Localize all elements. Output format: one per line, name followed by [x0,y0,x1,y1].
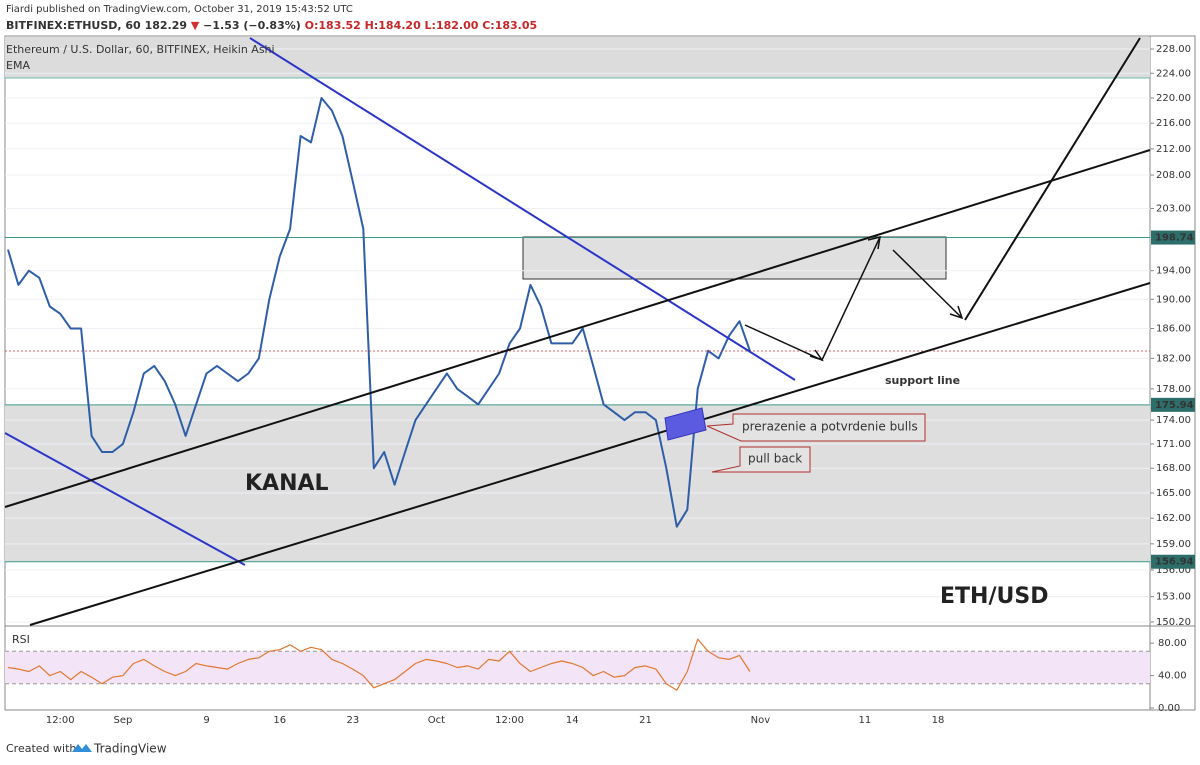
created-with: Created with [6,742,76,755]
x-tick-label: Sep [114,715,133,726]
path-arrow [892,249,963,319]
price-level-label: 156.94 [1155,557,1194,568]
price-level-tag [1151,397,1195,412]
symbol-line: BITFINEX:ETHUSD, 60 182.29 ▼ −1.53 (−0.8… [6,19,537,32]
y-tick-label: 182.00 [1156,353,1191,364]
y-tick-label: 220.00 [1156,93,1191,104]
frame [4,35,1196,711]
y-tick-label: 216.00 [1156,118,1191,129]
blue-trendline [249,37,796,381]
y-tick-label: 208.00 [1156,170,1191,181]
annotations: KANAL ETH/USD support line prerazenie a pot… [245,374,1048,609]
y-tick-label: 224.00 [1156,68,1191,79]
x-tick-label: 9 [203,715,209,726]
breakout-marker [664,407,707,441]
y-tick-label: 153.00 [1156,592,1191,603]
rsi-title: RSI [12,633,30,646]
indicator-label: EMA [6,59,30,72]
resistance-box [522,236,947,280]
x-tick-label: 16 [273,715,286,726]
y-tick-label: 194.00 [1156,266,1191,277]
y-tick-label: 178.00 [1156,384,1191,395]
x-tick-label: 12:00 [46,715,75,726]
callout-box [706,413,926,442]
x-tick-label: 11 [859,715,872,726]
plot [7,97,751,528]
channel-bottom [29,282,1151,626]
price-level-label: 198.74 [1155,233,1194,244]
published-line: Fiardi published on TradingView.com, Oct… [6,4,353,15]
y-tick-label: 156.00 [1156,565,1191,576]
price-level-tag [1151,230,1195,245]
price-level-label: 175.94 [1155,400,1194,411]
support-zone [5,404,1150,562]
last: 182.29 [145,19,187,32]
annotation: prerazenie a potvrdenie bulls [742,420,918,434]
y-tick-label: 80.00 [1158,638,1187,649]
x-tick-label: 14 [566,715,579,726]
x-tick-label: 21 [639,715,652,726]
y-tick-label: 174.00 [1156,415,1191,426]
y-tick-label: 228.00 [1156,44,1191,55]
y-tick-label: 190.00 [1156,294,1191,305]
rsi-line [7,638,751,691]
rsi-band [5,651,1150,684]
y-tick-label: 171.00 [1156,439,1191,450]
y-tick-label: 162.00 [1156,513,1191,524]
blue-trendline-lower [4,432,246,566]
y-tick-label: 40.00 [1158,671,1187,682]
series-title: Ethereum / U.S. Dollar, 60, BITFINEX, He… [6,43,275,56]
y-tick-label: 150.20 [1156,617,1191,628]
arrow-head [949,305,964,320]
annotation: pull back [748,452,802,466]
drawings [4,37,1151,626]
x-tick-label: 18 [932,715,945,726]
arrow-head [809,349,824,362]
y-tick-label: 165.00 [1156,488,1191,499]
projection-line [964,37,1141,321]
y-tick-label: 0.00 [1158,703,1180,714]
annotation: ETH/USD [940,584,1048,609]
y-tick-label: 159.00 [1156,539,1191,550]
y-tick-label: 212.00 [1156,144,1191,155]
background-layer [5,37,1150,623]
brand-logo [72,744,92,752]
y-tick-label: 186.00 [1156,324,1191,335]
top-zone [5,37,1150,78]
price-level-tag [1151,554,1195,569]
x-tick-label: Nov [751,715,771,726]
annotation: support line [885,374,960,387]
x-tick-label: 23 [346,715,359,726]
ohlc: O:183.52 H:184.20 L:182.00 C:183.05 [305,19,538,32]
channel-top [4,149,1151,508]
price-line [7,97,751,528]
brand: TradingView [93,742,167,756]
y-tick-label: 168.00 [1156,463,1191,474]
down-arrow: ▼ [191,19,200,32]
annotation: KANAL [245,471,329,496]
change: −1.53 (−0.83%) [203,19,301,32]
arrow-head [867,235,881,250]
x-tick-label: 12:00 [495,715,524,726]
callout-box [711,446,811,473]
y-tick-label: 203.00 [1156,203,1191,214]
x-tick-label: Oct [428,715,445,726]
symbol: BITFINEX:ETHUSD, 60 [6,19,141,32]
